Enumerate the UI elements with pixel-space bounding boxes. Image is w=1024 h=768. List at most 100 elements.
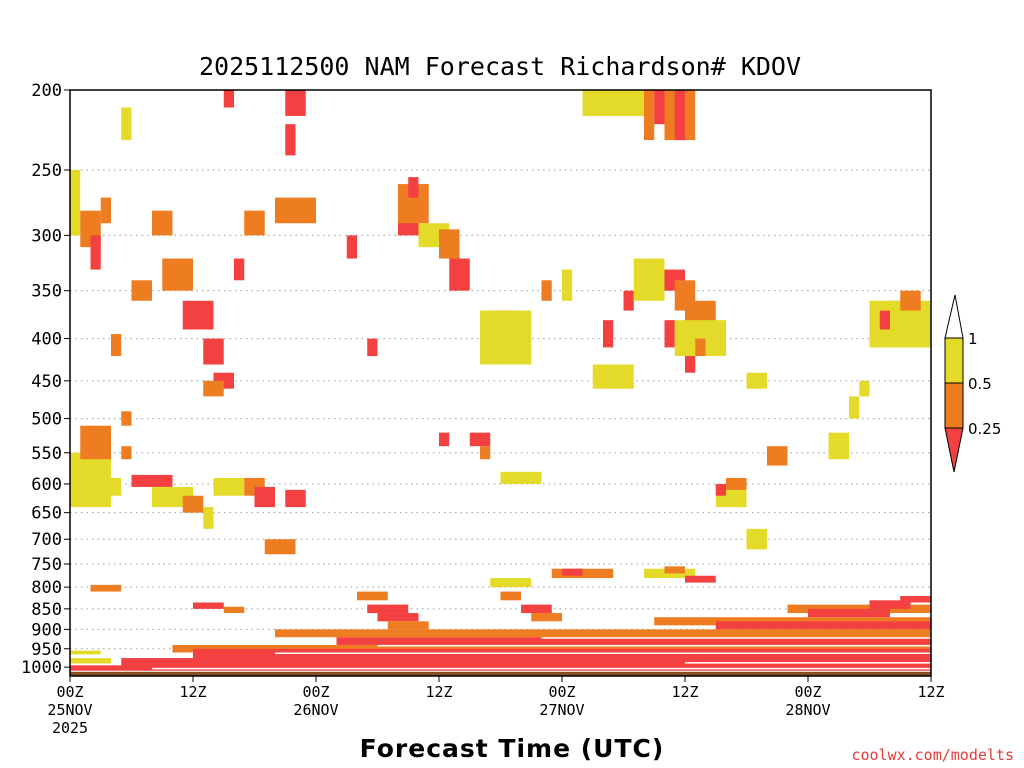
ri-cell-31 [285,90,306,116]
y-tick-label: 950 [31,640,62,660]
ri-cell-92 [521,604,552,614]
ri-cell-17 [100,197,111,224]
ri-cell-22 [162,258,193,291]
x-tick-label: 26NOV [293,701,338,719]
ri-cell-53 [623,290,634,311]
x-tick-label: 00Z [56,683,83,701]
ri-cell-98 [715,621,931,630]
ri-cell-102 [900,595,931,603]
credit-text[interactable]: coolwx.com/modelts [851,746,1014,764]
ri-cell-107 [121,658,931,668]
ri-cell-103 [275,629,931,638]
ri-cell-87 [500,591,521,601]
ri-cell-83 [685,575,716,583]
ri-cell-82 [664,566,685,574]
ri-cell-19 [121,107,132,141]
plot-frame [69,89,932,677]
ri-cell-55 [644,90,655,141]
ri-cell-16 [90,235,101,270]
y-tick-label: 800 [31,578,62,598]
ri-cell-68 [767,446,788,466]
ri-cell-4 [121,446,132,460]
color-legend: 1 0.5 0.25 [944,294,1001,473]
x-axis-label: Forecast Time (UTC) [360,734,665,763]
ri-cell-88 [357,591,388,601]
ri-cell-41 [449,258,470,291]
legend-top-arrow [944,294,964,339]
y-tick-label: 450 [31,372,62,392]
ri-cell-30 [275,197,296,224]
y-axis-ticks: 200 250 300 350 400 450 500 550 600 650 700 750 8008… [21,81,70,678]
ri-cell-109 [70,658,111,664]
x-tick-label: 25NOV [47,701,92,719]
ri-cell-93 [531,613,562,622]
ri-cell-91 [387,621,429,630]
ri-cell-65 [685,356,696,373]
ri-cell-76 [859,380,870,397]
ri-cell-54 [633,258,665,301]
y-tick-label: 650 [31,504,62,524]
y-tick-label: 350 [31,282,62,302]
ri-cell-66 [695,338,706,357]
x-tick-label: 00Z [302,683,329,701]
ri-cell-106 [193,648,931,660]
ri-cell-90 [377,613,419,622]
ri-cell-35 [367,338,378,357]
ri-cell-38 [408,177,419,198]
x-tick-label: 27NOV [539,701,584,719]
ri-cell-67 [746,372,767,389]
ri-cell-99 [787,604,931,614]
ri-cell-85 [562,568,583,576]
ri-cell-71 [726,477,747,490]
ri-cell-110 [70,650,101,655]
ri-cell-86 [490,578,532,588]
ri-cell-2 [90,477,122,496]
ri-cell-32 [285,124,296,156]
x-tick-label: 00Z [794,683,821,701]
ri-cell-43 [469,432,491,447]
legend-label-0-5: 0.5 [968,375,992,393]
ri-cell-20 [131,280,152,301]
ri-gap-streak [275,652,931,655]
ri-cell-48 [500,471,542,484]
y-tick-label: 550 [31,444,62,464]
y-tick-label: 900 [31,620,62,640]
ri-cell-50 [562,269,573,301]
ri-cell-3 [121,411,132,426]
ri-cell-1 [80,425,111,460]
y-tick-label: 250 [31,161,62,181]
ri-cell-80 [900,290,921,311]
ri-cell-105 [172,644,931,653]
ri-cell-12 [264,539,296,555]
chart-title: 2025112500 NAM Forecast Richardson# KDOV [199,52,801,81]
x-tick-label: 12Z [179,683,206,701]
y-tick-label: 200 [31,81,62,101]
ri-cell-100 [808,608,890,618]
ri-cell-47 [480,310,532,365]
legend-bin-red [944,427,964,473]
ri-cell-70 [715,483,726,496]
ri-cell-52 [592,364,634,389]
ri-cell-89 [367,604,409,614]
x-tick-label: 12Z [671,683,698,701]
ri-cell-14 [70,170,81,236]
ri-cell-40 [439,229,460,259]
ri-cell-11 [254,486,275,508]
y-tick-label: 400 [31,330,62,350]
x-tick-label: 00Z [548,683,575,701]
ground-layer [70,671,931,676]
ri-cell-13 [285,489,306,508]
ri-cell-97 [654,617,931,626]
ri-cell-23 [182,300,214,330]
ri-cell-58 [674,90,685,141]
ri-cell-8 [203,507,214,529]
ri-cell-95 [223,606,245,614]
ri-cell-101 [869,600,911,609]
ri-cell-59 [582,90,644,116]
ri-cell-33 [295,197,316,224]
ri-cell-44 [480,446,491,460]
ri-cell-96 [90,584,122,592]
richardson-cells [70,90,931,676]
